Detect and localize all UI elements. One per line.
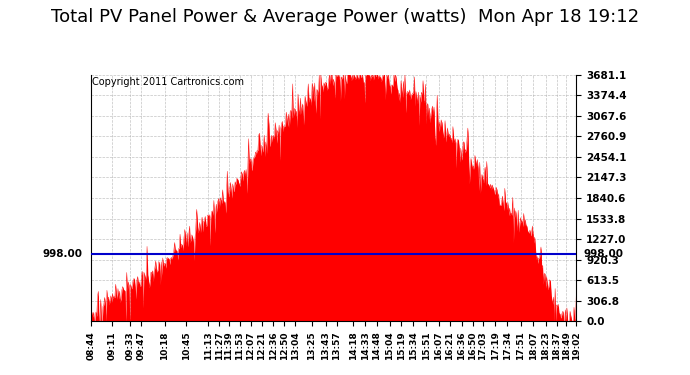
Text: Total PV Panel Power & Average Power (watts)  Mon Apr 18 19:12: Total PV Panel Power & Average Power (wa… xyxy=(51,8,639,26)
Text: Copyright 2011 Cartronics.com: Copyright 2011 Cartronics.com xyxy=(92,77,244,87)
Text: 998.00: 998.00 xyxy=(583,249,623,259)
Text: 998.00: 998.00 xyxy=(43,249,83,259)
